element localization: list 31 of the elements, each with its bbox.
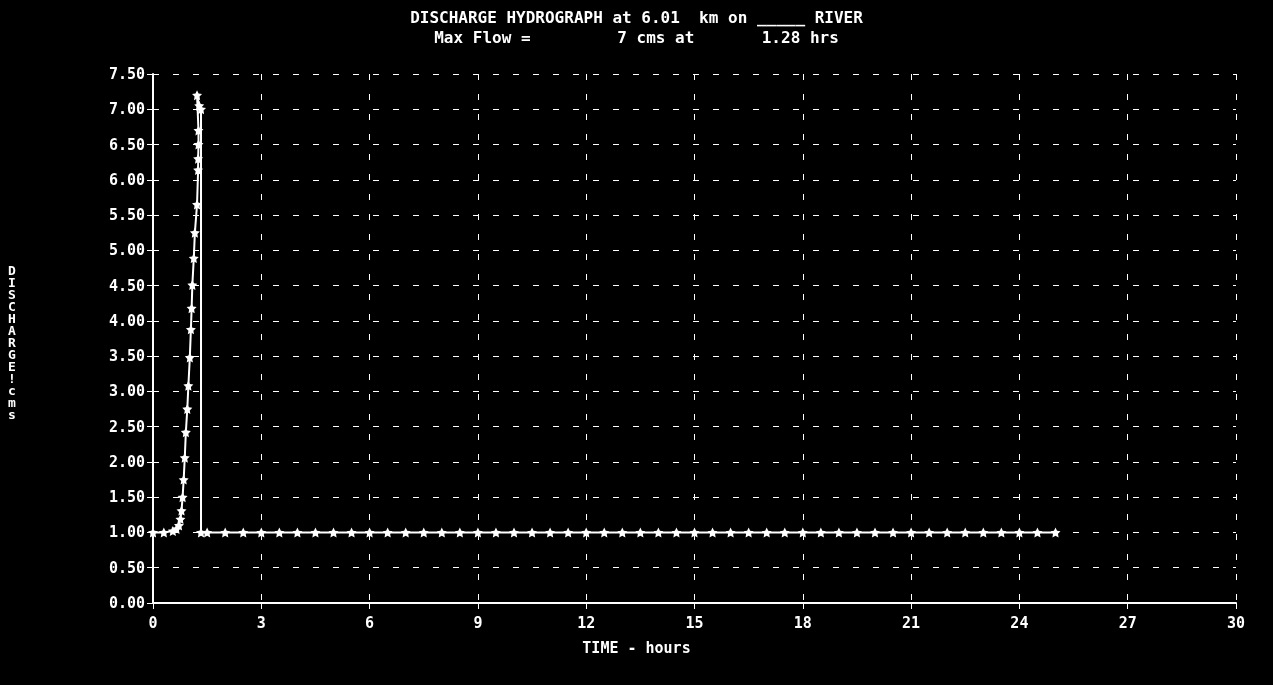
x-tick-label: 9	[473, 613, 483, 632]
x-tick-label: 18	[793, 613, 812, 632]
y-tick-label: 7.00	[108, 100, 145, 119]
x-tick-label: 3	[256, 613, 266, 632]
x-tick-label: 6	[365, 613, 375, 632]
y-tick-label: 2.50	[108, 417, 145, 436]
y-tick-label: 4.50	[108, 276, 145, 295]
y-tick-label: 5.50	[108, 206, 145, 225]
chart-subtitle: Max Flow = 7 cms at 1.28 hrs	[434, 27, 839, 47]
y-tick-label: 5.00	[108, 241, 145, 260]
y-tick-label: 2.00	[108, 452, 145, 471]
x-tick-label: 0	[148, 613, 158, 632]
y-tick-label: 1.50	[108, 488, 145, 507]
y-tick-label: 6.50	[108, 135, 145, 154]
x-tick-label: 24	[1010, 613, 1029, 632]
x-tick-label: 21	[902, 613, 921, 632]
y-tick-label: 7.50	[108, 65, 145, 83]
x-tick-label: 27	[1118, 613, 1137, 632]
x-axis-title: TIME - hours	[582, 638, 691, 657]
x-tick-label: 12	[577, 613, 596, 632]
x-tick-label: 30	[1226, 613, 1246, 632]
y-tick-label: 4.00	[108, 311, 145, 330]
y-tick-label: 0.50	[108, 558, 145, 577]
x-tick-label: 15	[685, 613, 704, 632]
y-tick-label: 0.00	[108, 594, 145, 612]
chart-title: DISCHARGE HYDROGRAPH at 6.01 km on _____ RIVER	[410, 7, 864, 27]
y-tick-label: 6.00	[108, 170, 145, 189]
y-tick-label: 1.00	[108, 523, 145, 542]
y-tick-label: 3.00	[108, 382, 145, 401]
text: DISCHARGE ! cms	[8, 263, 16, 422]
y-tick-label: 3.50	[108, 347, 145, 366]
